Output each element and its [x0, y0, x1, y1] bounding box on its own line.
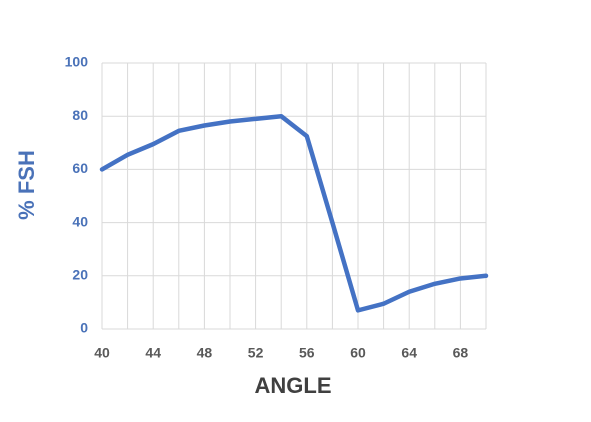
y-tick-label: 100 [65, 54, 89, 70]
x-axis-label: ANGLE [255, 373, 332, 398]
y-tick-label: 60 [72, 160, 88, 176]
y-tick-label: 0 [80, 320, 88, 336]
x-tick-label: 64 [401, 345, 417, 361]
x-tick-label: 68 [453, 345, 469, 361]
x-tick-label: 52 [248, 345, 264, 361]
x-tick-label: 60 [350, 345, 366, 361]
y-tick-label: 20 [72, 267, 88, 283]
x-tick-label: 40 [94, 345, 110, 361]
x-tick-label: 44 [145, 345, 161, 361]
x-tick-label: 56 [299, 345, 315, 361]
y-tick-label: 80 [72, 107, 88, 123]
data-line [99, 113, 489, 313]
y-axis-label: % FSH [14, 150, 39, 220]
x-tick-label: 48 [197, 345, 213, 361]
y-tick-label: 40 [72, 213, 88, 229]
